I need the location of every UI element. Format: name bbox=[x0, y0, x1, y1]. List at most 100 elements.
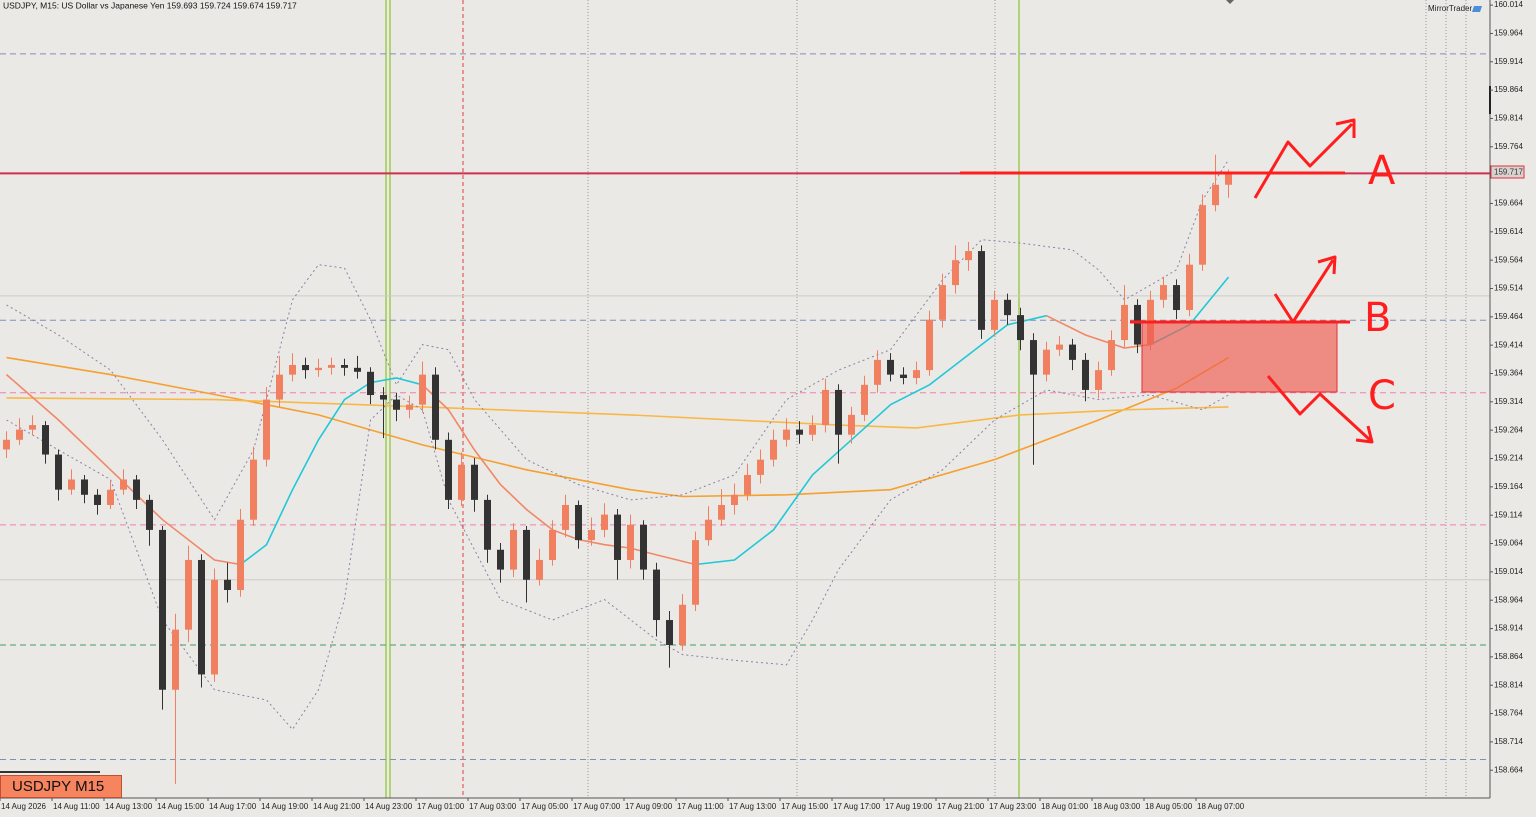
hand-drawing: A B C bbox=[960, 118, 1396, 444]
y-tick-label: 159.814 bbox=[1494, 114, 1523, 123]
candle-body bbox=[601, 514, 608, 530]
candle-body bbox=[679, 604, 686, 645]
candle-body bbox=[887, 359, 894, 375]
candle-body bbox=[172, 629, 179, 690]
y-tick-label: 159.364 bbox=[1494, 369, 1523, 378]
x-tick-label: 14 Aug 17:00 bbox=[209, 802, 257, 811]
candle-body bbox=[796, 429, 803, 435]
candle-body bbox=[913, 370, 920, 379]
candle-body bbox=[1199, 205, 1206, 265]
label-a: A bbox=[1368, 148, 1396, 194]
x-tick-label: 17 Aug 15:00 bbox=[781, 802, 829, 811]
candle-body bbox=[718, 504, 725, 520]
candle-body bbox=[757, 459, 764, 475]
candle-body bbox=[159, 529, 166, 690]
candle-body bbox=[1056, 344, 1063, 350]
y-tick-label: 160.014 bbox=[1494, 0, 1523, 9]
x-tick-label: 17 Aug 23:00 bbox=[989, 802, 1037, 811]
candle-body bbox=[588, 529, 595, 541]
y-tick-label: 159.164 bbox=[1494, 482, 1523, 491]
x-tick-label: 17 Aug 07:00 bbox=[573, 802, 621, 811]
candle-body bbox=[341, 364, 348, 368]
y-tick-label: 158.764 bbox=[1494, 709, 1523, 718]
candle-body bbox=[653, 569, 660, 621]
candle-body bbox=[1017, 315, 1024, 341]
x-tick-label: 18 Aug 01:00 bbox=[1041, 802, 1089, 811]
candle-body bbox=[289, 364, 296, 375]
candle-body bbox=[367, 371, 374, 396]
zone bbox=[1141, 321, 1338, 393]
candle-body bbox=[432, 374, 439, 440]
y-tick-label: 159.064 bbox=[1494, 539, 1523, 548]
candle-body bbox=[549, 529, 556, 560]
x-tick-label: 14 Aug 23:00 bbox=[365, 802, 413, 811]
candle-body bbox=[224, 579, 231, 590]
indicator-line bbox=[6, 356, 1229, 498]
candle-body bbox=[107, 489, 114, 505]
candle-body bbox=[510, 529, 517, 570]
x-tick-label: 14 Aug 21:00 bbox=[313, 802, 361, 811]
y-tick-label: 158.914 bbox=[1494, 624, 1523, 633]
x-tick-label: 17 Aug 17:00 bbox=[833, 802, 881, 811]
candle-body bbox=[380, 395, 387, 400]
candle-body bbox=[276, 374, 283, 400]
candle-body bbox=[1095, 370, 1102, 390]
candle-body bbox=[783, 429, 790, 440]
y-tick-label: 159.514 bbox=[1494, 284, 1523, 293]
candle-body bbox=[406, 404, 413, 410]
candle-body bbox=[926, 319, 933, 371]
candle-body bbox=[666, 620, 673, 645]
candle-body bbox=[81, 479, 88, 495]
x-tick-label: 17 Aug 01:00 bbox=[417, 802, 465, 811]
y-tick-label: 159.664 bbox=[1494, 199, 1523, 208]
y-axis-area bbox=[1490, 0, 1536, 817]
candle-body bbox=[328, 364, 335, 368]
candle-body bbox=[497, 549, 504, 570]
y-tick-label: 159.114 bbox=[1494, 510, 1523, 519]
candle-body bbox=[484, 499, 491, 550]
label-c: C bbox=[1368, 373, 1396, 419]
x-tick-label: 17 Aug 13:00 bbox=[729, 802, 777, 811]
candle-body bbox=[29, 425, 36, 430]
candle-body bbox=[68, 479, 75, 490]
x-tick-label: 18 Aug 07:00 bbox=[1197, 802, 1245, 811]
candle-body bbox=[692, 540, 699, 605]
candle-body bbox=[419, 374, 426, 405]
y-tick-label: 159.464 bbox=[1494, 312, 1523, 321]
indicator-line bbox=[6, 389, 1229, 731]
candle-body bbox=[458, 464, 465, 500]
candles bbox=[3, 154, 1232, 784]
candle-body bbox=[1030, 340, 1037, 375]
x-tick-label: 14 Aug 2026 bbox=[1, 802, 46, 811]
arrow-a bbox=[1253, 118, 1356, 199]
candle-body bbox=[354, 367, 361, 372]
candle-body bbox=[861, 384, 868, 415]
candle-body bbox=[1082, 359, 1089, 390]
candle-body bbox=[393, 399, 400, 410]
y-tick-label: 159.414 bbox=[1494, 340, 1523, 349]
candle-body bbox=[874, 359, 881, 385]
candle-body bbox=[640, 524, 647, 570]
candle-body bbox=[900, 374, 907, 379]
candle-body bbox=[562, 504, 569, 530]
candle-body bbox=[770, 439, 777, 460]
y-tick-label: 159.864 bbox=[1494, 85, 1523, 94]
y-tick-label: 158.964 bbox=[1494, 595, 1523, 604]
x-tick-label: 17 Aug 03:00 bbox=[469, 802, 517, 811]
x-tick-label: 18 Aug 03:00 bbox=[1093, 802, 1141, 811]
brand: MirrorTrader bbox=[1428, 4, 1472, 13]
y-tick-label: 158.664 bbox=[1494, 765, 1523, 774]
chart-title: USDJPY, M15: US Dollar vs Japanese Yen 1… bbox=[3, 0, 297, 10]
candle-body bbox=[952, 260, 959, 286]
candle-body bbox=[146, 499, 153, 530]
candle-body bbox=[198, 559, 205, 675]
price-tag bbox=[1490, 165, 1525, 179]
candle-body bbox=[471, 464, 478, 500]
candle-body bbox=[1186, 264, 1193, 311]
candle-body bbox=[1108, 340, 1115, 371]
y-tick-label: 159.014 bbox=[1494, 567, 1523, 576]
brand-icon bbox=[1472, 6, 1482, 12]
candle-body bbox=[1004, 299, 1011, 316]
indicator-line bbox=[695, 314, 1047, 566]
